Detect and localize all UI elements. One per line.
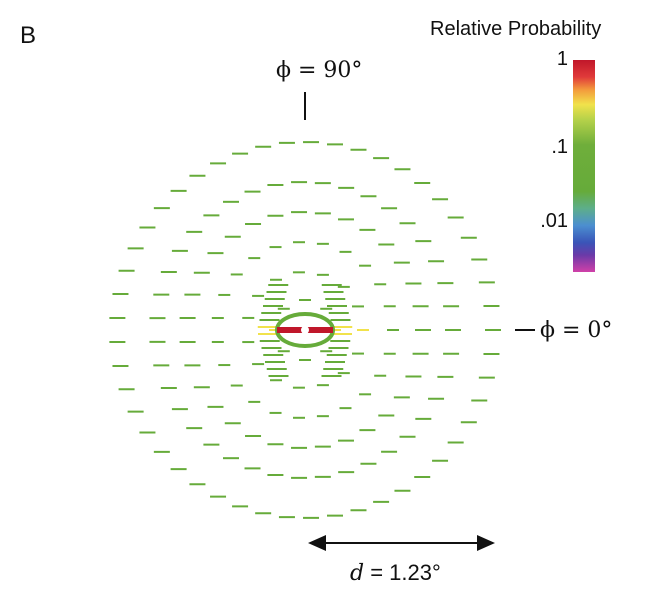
distance-value: = 1.23°: [364, 560, 441, 585]
panel-label: B: [20, 22, 37, 49]
distance-symbol: d: [350, 561, 365, 586]
colorbar-tick-1: 1: [556, 48, 568, 70]
colorbar: [573, 60, 595, 272]
rings-group: [109, 141, 501, 519]
distance-label: d = 1.23°: [350, 560, 441, 586]
colorbar-tick-0-1: .1: [551, 136, 568, 158]
center-dot: [301, 326, 309, 334]
colorbar-tick-0-01: .01: [540, 210, 568, 232]
phi-90-label: ϕ = 90°: [276, 58, 363, 83]
legend-title: Relative Probability: [430, 18, 602, 40]
phi-0-label: ϕ = 0°: [540, 318, 613, 343]
